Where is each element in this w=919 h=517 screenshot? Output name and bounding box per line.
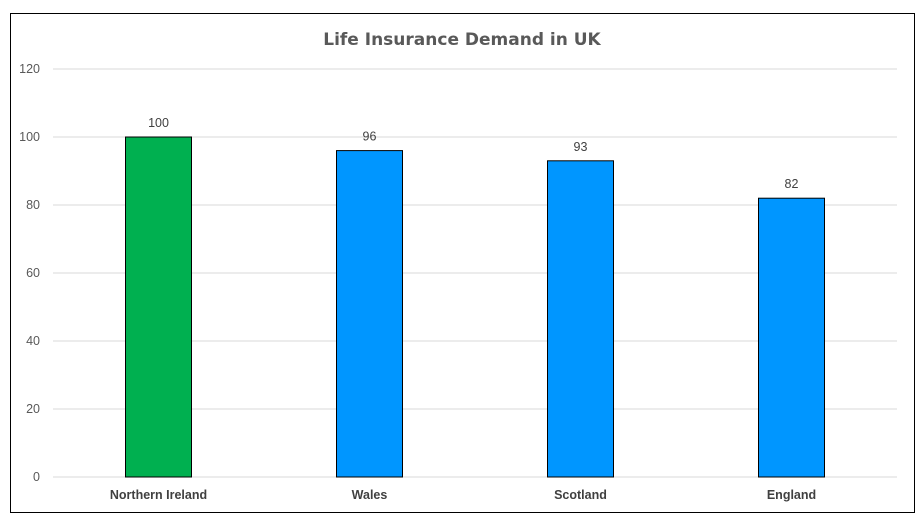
x-tick-label: England — [767, 488, 816, 502]
data-label: 96 — [363, 130, 377, 144]
data-label: 82 — [785, 177, 799, 191]
data-labels: 100 96 93 82 — [148, 116, 798, 191]
y-tick-label: 40 — [26, 334, 40, 348]
gridlines — [53, 68, 897, 478]
data-label: 100 — [148, 116, 169, 130]
y-tick-label: 0 — [33, 470, 40, 484]
x-tick-label: Wales — [352, 488, 388, 502]
bar-northern-ireland — [125, 136, 192, 478]
y-tick-label: 100 — [19, 130, 40, 144]
y-tick-label: 20 — [26, 402, 40, 416]
chart-title: Life Insurance Demand in UK — [323, 30, 601, 50]
data-label: 93 — [574, 140, 588, 154]
y-tick-label: 120 — [19, 62, 40, 76]
bar-england — [758, 197, 825, 478]
bar-wales — [336, 150, 403, 478]
y-tick-label: 60 — [26, 266, 40, 280]
x-tick-label: Northern Ireland — [110, 488, 207, 502]
y-tick-label: 80 — [26, 198, 40, 212]
y-axis: 0 20 40 60 80 100 120 — [19, 62, 40, 484]
bar-scotland — [547, 160, 614, 478]
bars — [125, 136, 825, 478]
x-axis: Northern Ireland Wales Scotland England — [110, 488, 816, 502]
x-tick-label: Scotland — [554, 488, 607, 502]
